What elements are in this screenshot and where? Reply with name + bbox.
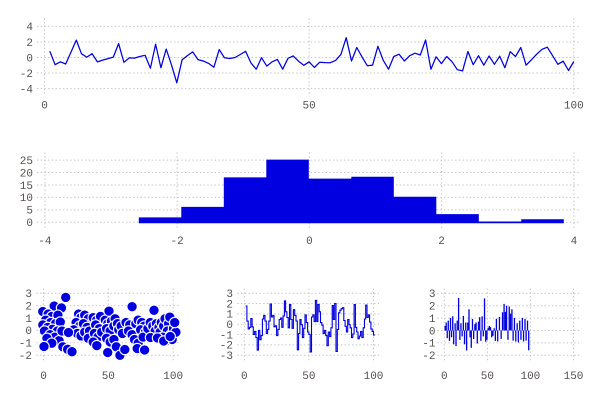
svg-text:-4: -4 — [20, 84, 34, 96]
svg-text:3: 3 — [429, 289, 436, 301]
svg-text:100: 100 — [564, 100, 584, 112]
svg-text:0: 0 — [226, 320, 233, 332]
svg-text:-1: -1 — [422, 339, 436, 351]
svg-text:100: 100 — [364, 371, 384, 383]
svg-text:50: 50 — [481, 371, 494, 383]
svg-text:-1: -1 — [19, 339, 33, 351]
svg-text:15: 15 — [20, 181, 33, 193]
svg-text:0: 0 — [41, 100, 48, 112]
svg-text:-2: -2 — [220, 341, 233, 353]
svg-text:20: 20 — [20, 168, 33, 180]
svg-text:0: 0 — [25, 326, 32, 338]
svg-text:2: 2 — [26, 38, 33, 50]
svg-text:5: 5 — [26, 206, 33, 218]
svg-text:0: 0 — [429, 326, 436, 338]
svg-text:2: 2 — [438, 236, 445, 248]
svg-text:0: 0 — [306, 236, 313, 248]
svg-text:3: 3 — [226, 289, 233, 301]
svg-text:0: 0 — [26, 218, 33, 230]
svg-text:1: 1 — [25, 314, 32, 326]
svg-text:10: 10 — [20, 193, 33, 205]
svg-text:-2: -2 — [20, 69, 33, 81]
svg-text:1: 1 — [226, 310, 233, 322]
svg-text:2: 2 — [226, 299, 233, 311]
svg-text:4: 4 — [571, 236, 578, 248]
svg-text:-2: -2 — [170, 236, 183, 248]
svg-text:-1: -1 — [220, 330, 234, 342]
svg-text:4: 4 — [26, 22, 33, 34]
svg-text:-3: -3 — [220, 351, 233, 363]
svg-text:1: 1 — [429, 314, 436, 326]
svg-text:25: 25 — [20, 156, 33, 168]
svg-text:50: 50 — [302, 100, 315, 112]
svg-text:2: 2 — [429, 302, 436, 314]
svg-text:-2: -2 — [19, 351, 32, 363]
svg-text:0: 0 — [26, 53, 33, 65]
svg-text:100: 100 — [163, 371, 183, 383]
svg-text:100: 100 — [520, 371, 540, 383]
svg-text:0: 0 — [241, 371, 248, 383]
svg-text:-4: -4 — [38, 236, 52, 248]
svg-text:50: 50 — [302, 371, 315, 383]
svg-text:150: 150 — [564, 371, 584, 383]
svg-text:0: 0 — [441, 371, 448, 383]
svg-text:2: 2 — [25, 301, 32, 313]
svg-text:0: 0 — [40, 371, 47, 383]
svg-text:50: 50 — [102, 371, 115, 383]
svg-text:3: 3 — [25, 289, 32, 301]
svg-text:-2: -2 — [422, 351, 435, 363]
